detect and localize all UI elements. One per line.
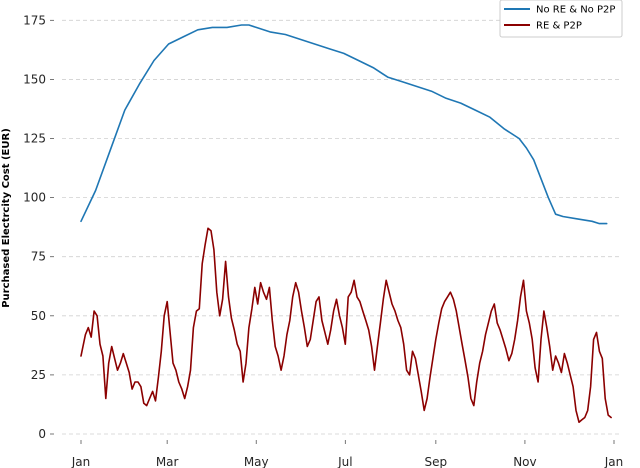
y-tick-label: 50 [31, 309, 46, 323]
x-tick-label: Sep [425, 455, 448, 468]
x-axis-ticks: Jan Mar May Jul Sep Nov Jan [71, 440, 624, 468]
series-lines [80, 24, 612, 424]
x-tick-label: Jan [71, 455, 91, 468]
y-tick-label: 125 [23, 132, 46, 146]
y-tick-label: 175 [23, 13, 46, 27]
x-tick-label: Jan [604, 455, 624, 468]
y-tick-label: 0 [38, 427, 46, 441]
y-tick-label: 150 [23, 72, 46, 86]
x-tick-label: May [244, 455, 269, 468]
x-tick-label: Jul [337, 455, 352, 468]
x-tick-label: Nov [513, 455, 536, 468]
series-line-2 [80, 227, 612, 424]
legend-label: RE & P2P [536, 21, 582, 32]
legend-box [499, 0, 623, 38]
x-tick-label: Mar [156, 455, 179, 468]
grid-lines [62, 19, 622, 435]
y-tick-label: 75 [31, 250, 46, 264]
series-line-1 [80, 24, 608, 225]
y-tick-label: 100 [23, 191, 46, 205]
y-axis-label: Purchased Electrcity Cost (EUR) [1, 128, 12, 308]
y-tick-label: 25 [31, 368, 46, 382]
legend-label: No RE & No P2P [536, 5, 615, 16]
legend: No RE & No P2P RE & P2P [499, 0, 623, 38]
y-axis-ticks: 0 25 50 75 100 125 150 175 [23, 13, 54, 441]
